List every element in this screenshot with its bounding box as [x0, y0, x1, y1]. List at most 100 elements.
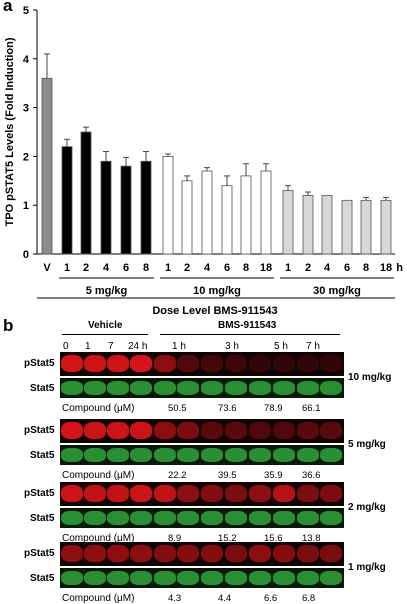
group-label: 30 mg/kg [313, 285, 361, 297]
x-tick-label: 2 [184, 262, 190, 274]
pstat5-band [84, 422, 106, 439]
group-label: 5 mg/kg [86, 285, 128, 297]
lane-label: 3 h [225, 341, 239, 352]
y-tick-label: 4 [23, 54, 30, 66]
lane-label: 1 [85, 341, 91, 352]
lane-label: 7 [108, 341, 114, 352]
lane-label: 7 h [306, 341, 320, 352]
x-unit-label: h [396, 262, 403, 274]
compound-label: Compound (μM) [62, 593, 135, 604]
stat5-band [154, 381, 176, 395]
pstat5-band [84, 545, 106, 562]
compound-value: 8.9 [168, 533, 182, 544]
compound-value: 66.1 [302, 403, 321, 414]
stat5-band [201, 381, 223, 395]
stat5-band [177, 571, 199, 585]
stat5-band [154, 448, 176, 462]
pstat5-band [297, 355, 319, 372]
pstat5-band [297, 422, 319, 439]
dose-label: 2 mg/kg [348, 502, 386, 513]
pstat5-label: pStat5 [24, 425, 55, 436]
panel-b-label: b [3, 316, 14, 335]
y-tick-label: 0 [23, 249, 29, 261]
stat5-label: Stat5 [30, 513, 55, 524]
stat5-band [320, 571, 342, 585]
y-tick-label: 1 [23, 200, 29, 212]
pstat5-band [130, 355, 152, 372]
pstat5-band [130, 545, 152, 562]
pstat5-band [297, 485, 319, 502]
stat5-band [320, 511, 342, 525]
stat5-band [273, 511, 295, 525]
pstat5-band [249, 485, 271, 502]
stat5-band [61, 381, 83, 395]
x-tick-label: 2 [83, 262, 89, 274]
x-tick-label: 1 [285, 262, 291, 274]
x-tick-label: 18 [380, 262, 392, 274]
stat5-band [273, 571, 295, 585]
x-tick-label: 8 [143, 262, 149, 274]
compound-value: 6.6 [264, 593, 278, 604]
x-tick-label: 4 [103, 262, 110, 274]
stat5-band [84, 511, 106, 525]
x-tick-label: 2 [305, 262, 311, 274]
stat5-band [249, 571, 271, 585]
stat5-band [177, 448, 199, 462]
stat5-band [320, 381, 342, 395]
pstat5-band [61, 355, 83, 372]
stat5-band [297, 448, 319, 462]
pstat5-band [225, 355, 247, 372]
pstat5-band [154, 485, 176, 502]
stat5-band [61, 511, 83, 525]
x-tick-label: 6 [123, 262, 129, 274]
compound-label: Compound (μM) [62, 470, 135, 481]
bar [341, 199, 353, 255]
compound-label: Compound (μM) [62, 533, 135, 544]
pstat5-band [177, 545, 199, 562]
pstat5-label: pStat5 [24, 358, 55, 369]
pstat5-band [249, 422, 271, 439]
stat5-band [130, 448, 152, 462]
stat5-band [201, 571, 223, 585]
pstat5-band [84, 355, 106, 372]
pstat5-band [107, 355, 129, 372]
lane-label: 24 h [128, 341, 148, 352]
stat5-band [249, 381, 271, 395]
pstat5-band [177, 355, 199, 372]
bar [321, 195, 333, 255]
stat5-band [107, 381, 129, 395]
stat5-band [61, 448, 83, 462]
x-tick-label: 1 [165, 262, 171, 274]
stat5-band [225, 381, 247, 395]
lane-label: 5 h [274, 341, 288, 352]
stat5-label: Stat5 [30, 383, 55, 394]
stat5-band [297, 571, 319, 585]
dose-label: 10 mg/kg [348, 372, 392, 383]
stat5-band [273, 381, 295, 395]
stat5-band [225, 571, 247, 585]
pstat5-label: pStat5 [24, 488, 55, 499]
x-tick-label: 6 [224, 262, 230, 274]
stat5-band [320, 448, 342, 462]
stat5-band [273, 448, 295, 462]
stat5-label: Stat5 [30, 450, 55, 461]
compound-value: 35.9 [264, 470, 283, 481]
pstat5-label: pStat5 [24, 548, 55, 559]
stat5-band [297, 511, 319, 525]
stat5-label: Stat5 [30, 573, 55, 584]
pstat5-band [201, 545, 223, 562]
vehicle-label: Vehicle [88, 320, 123, 331]
pstat5-band [107, 485, 129, 502]
panel-a-label: a [3, 0, 13, 15]
vehicle-line [62, 334, 148, 335]
dose-label: 5 mg/kg [348, 439, 386, 450]
stat5-band [249, 448, 271, 462]
pstat5-band [225, 485, 247, 502]
stat5-band [154, 511, 176, 525]
x-tick-label: 6 [344, 262, 350, 274]
stat5-band [84, 571, 106, 585]
compound-value: 36.6 [302, 470, 321, 481]
stat5-band [84, 448, 106, 462]
stat5-band [130, 511, 152, 525]
pstat5-band [225, 422, 247, 439]
